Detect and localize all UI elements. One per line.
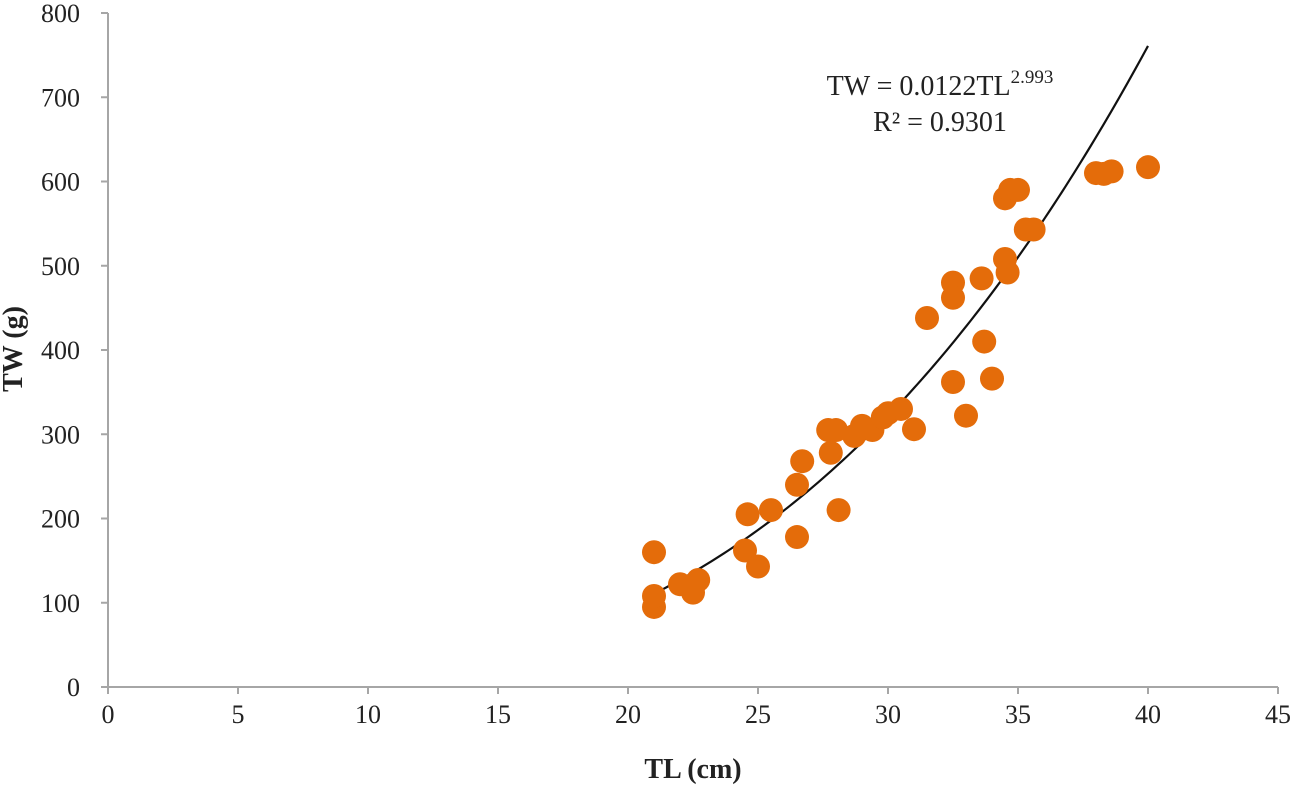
data-point xyxy=(969,266,994,291)
x-tick-label: 0 xyxy=(102,700,115,729)
data-points xyxy=(642,155,1160,619)
x-tick-label: 35 xyxy=(1005,700,1031,729)
x-tick-label: 20 xyxy=(615,700,641,729)
data-point xyxy=(980,366,1004,391)
data-point xyxy=(785,472,809,497)
y-tick-label: 300 xyxy=(41,420,80,449)
data-point xyxy=(1006,177,1030,202)
data-point xyxy=(1136,155,1160,180)
x-tick-label: 40 xyxy=(1135,700,1161,729)
y-tick-label: 800 xyxy=(41,0,80,28)
data-point xyxy=(915,305,939,330)
x-tick-label: 15 xyxy=(485,700,511,729)
data-point xyxy=(818,440,843,465)
x-tick-label: 30 xyxy=(875,700,901,729)
data-point xyxy=(941,285,965,310)
y-tick-label: 500 xyxy=(41,252,80,281)
y-axis-title: TW (g) xyxy=(0,306,29,392)
data-point xyxy=(733,538,757,563)
data-point xyxy=(790,449,815,474)
x-tick-label: 5 xyxy=(232,700,245,729)
data-point xyxy=(686,568,711,593)
data-point xyxy=(826,498,851,523)
y-tick-label: 700 xyxy=(41,83,80,112)
x-tick-label: 25 xyxy=(745,700,771,729)
x-tick-label: 45 xyxy=(1265,700,1291,729)
data-point xyxy=(995,260,1020,285)
y-axis-ticks: 0 100 200 300 400 500 600 700 800 xyxy=(41,0,108,702)
x-axis-title: TL (cm) xyxy=(644,754,741,785)
data-point xyxy=(735,502,760,527)
data-point xyxy=(889,396,913,421)
data-point xyxy=(759,498,783,523)
x-tick-label: 10 xyxy=(355,700,381,729)
equation-base: TW = 0.0122TL xyxy=(827,71,1011,102)
r-squared-label: R² = 0.9301 xyxy=(873,107,1007,138)
data-point xyxy=(1021,217,1046,242)
data-point xyxy=(902,417,926,442)
data-point xyxy=(824,418,848,443)
data-point xyxy=(954,403,978,428)
data-point xyxy=(642,584,666,609)
data-point xyxy=(785,525,809,550)
y-tick-label: 600 xyxy=(41,168,80,197)
equation-exponent: 2.993 xyxy=(1011,67,1054,88)
trendline-equation: TW = 0.0122TL2.993 xyxy=(827,67,1054,102)
data-point xyxy=(642,540,666,565)
data-point xyxy=(746,554,770,579)
y-tick-label: 200 xyxy=(41,505,80,534)
data-point xyxy=(1099,159,1124,184)
data-point xyxy=(972,329,997,354)
y-tick-label: 0 xyxy=(67,673,80,702)
y-tick-label: 400 xyxy=(41,336,80,365)
x-axis-ticks: 0 5 10 15 20 25 30 35 40 45 xyxy=(102,687,1291,729)
data-point xyxy=(941,370,965,395)
y-tick-label: 100 xyxy=(41,589,80,618)
